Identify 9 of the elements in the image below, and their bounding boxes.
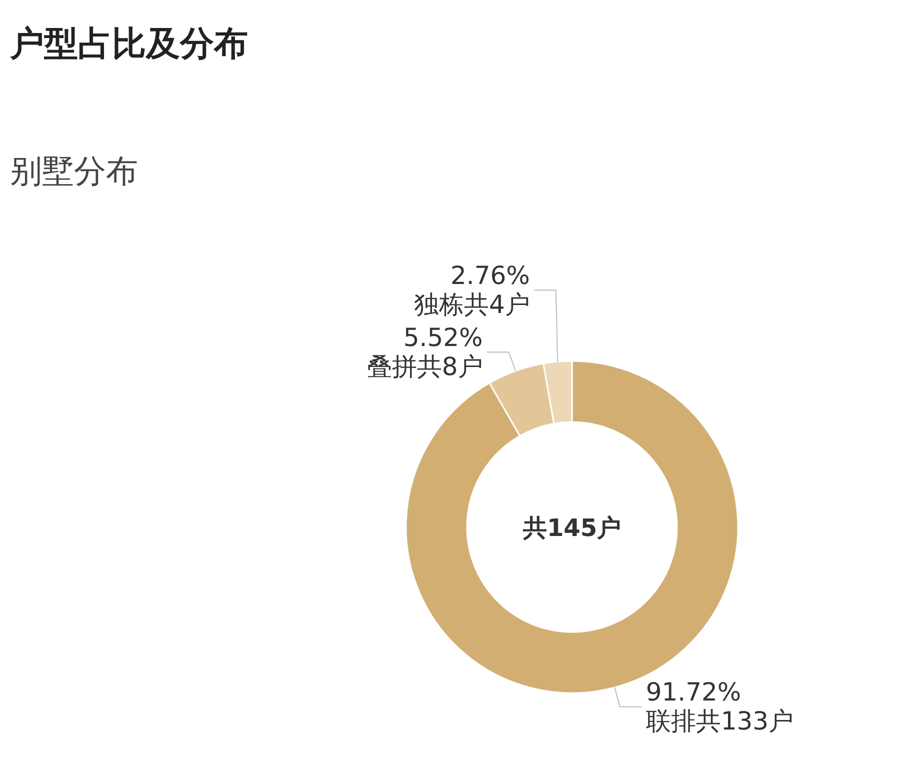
slice-label: 独栋共4户: [414, 290, 530, 320]
data-label: 2.76%: [450, 261, 530, 290]
text: 共145户: [522, 514, 622, 542]
slice-label: 叠拼共8户: [366, 352, 483, 382]
text: 别墅分布: [10, 152, 138, 190]
data-label: 91.72%: [646, 678, 742, 707]
slice-label: 联排共133户: [646, 706, 794, 736]
data-label: 5.52%: [403, 323, 483, 352]
chart-title: 户型占比及分布: [9, 24, 248, 64]
